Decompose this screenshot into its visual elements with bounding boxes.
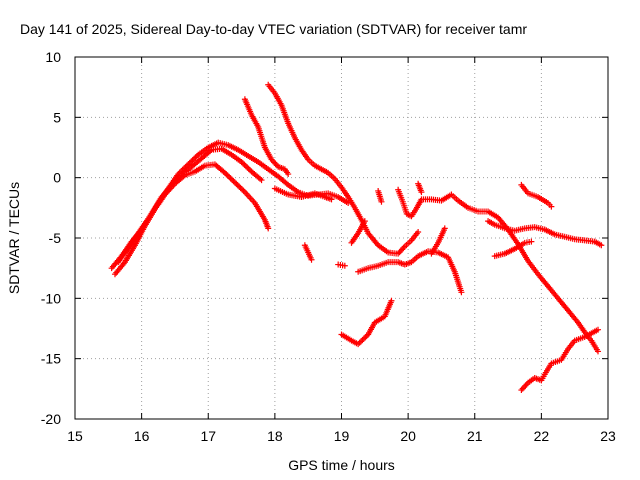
data-point [341, 262, 348, 269]
y-tick-label: 0 [53, 170, 61, 186]
data-point [241, 161, 248, 168]
y-tick-label: -10 [41, 290, 61, 306]
x-axis-label: GPS time / hours [288, 457, 395, 473]
data-point [528, 238, 535, 245]
data-point [595, 348, 602, 355]
data-point [240, 187, 247, 194]
data-point [548, 203, 555, 210]
y-axis-label: SDTVAR / TECUs [6, 182, 22, 294]
data-point [224, 172, 231, 179]
series-arc-q [491, 238, 535, 260]
data-point [245, 165, 252, 172]
data-point [361, 218, 368, 225]
series-arc-e [265, 81, 422, 257]
data-point [595, 326, 602, 333]
data-point [226, 173, 233, 180]
series-arc-p [485, 218, 605, 249]
data-point [458, 289, 465, 296]
data-point [230, 178, 237, 185]
data-point [231, 179, 238, 186]
series-arc-i [348, 218, 368, 246]
series-arc-b [111, 161, 272, 278]
tick-layer: 15 16 17 18 19 20 21 22 23 10 5 0 -5 -10 -15 -20 [41, 49, 616, 444]
y-tick-label: 5 [53, 109, 61, 125]
x-tick-label: 20 [400, 428, 416, 444]
data-point [441, 225, 448, 232]
chart-title: Day 141 of 2025, Sidereal Day-to-day VTE… [20, 21, 527, 37]
data-point [415, 228, 422, 235]
x-tick-label: 21 [467, 428, 483, 444]
data-point [418, 189, 425, 196]
x-tick-label: 19 [334, 428, 350, 444]
data-point [227, 175, 234, 182]
data-point [308, 256, 315, 263]
series-arc-c [115, 139, 352, 266]
series-arc-l [375, 187, 385, 205]
y-tick-label: 10 [45, 49, 61, 65]
data-point [237, 185, 244, 192]
series-arc-n [415, 180, 425, 196]
data-point [362, 334, 369, 341]
data-point [356, 339, 363, 346]
data-point [229, 176, 236, 183]
series-arc-g [301, 242, 315, 263]
grid-layer [75, 57, 608, 419]
data-point [233, 180, 240, 187]
data-point [236, 183, 243, 190]
data-point [598, 242, 605, 249]
data-point [328, 196, 335, 203]
series-arc-j [355, 248, 465, 296]
series-arc-f [271, 185, 335, 203]
series-arc-m [395, 186, 602, 355]
data-point [285, 171, 292, 178]
series-arc-h [335, 261, 348, 269]
x-tick-label: 23 [600, 428, 616, 444]
mark-layer [108, 81, 605, 394]
data-point [244, 164, 251, 171]
x-tick-label: 15 [67, 428, 83, 444]
series-arc-d [241, 96, 292, 178]
data-point [360, 335, 367, 342]
series-arc-o [428, 225, 448, 257]
data-point [239, 186, 246, 193]
series-arc-s [518, 326, 602, 394]
x-tick-label: 17 [200, 428, 216, 444]
x-tick-label: 18 [267, 428, 283, 444]
data-point [378, 198, 385, 205]
data-point [242, 163, 249, 170]
y-tick-label: -20 [41, 411, 61, 427]
data-point [234, 182, 241, 189]
x-tick-label: 16 [134, 428, 150, 444]
y-tick-label: -15 [41, 351, 61, 367]
x-tick-label: 22 [534, 428, 550, 444]
data-point [258, 177, 265, 184]
series-arc-k [338, 297, 395, 348]
data-point [388, 297, 395, 304]
data-point [265, 225, 272, 232]
data-point [359, 337, 366, 344]
y-tick-label: -5 [49, 230, 62, 246]
series-arc-r [518, 181, 555, 210]
